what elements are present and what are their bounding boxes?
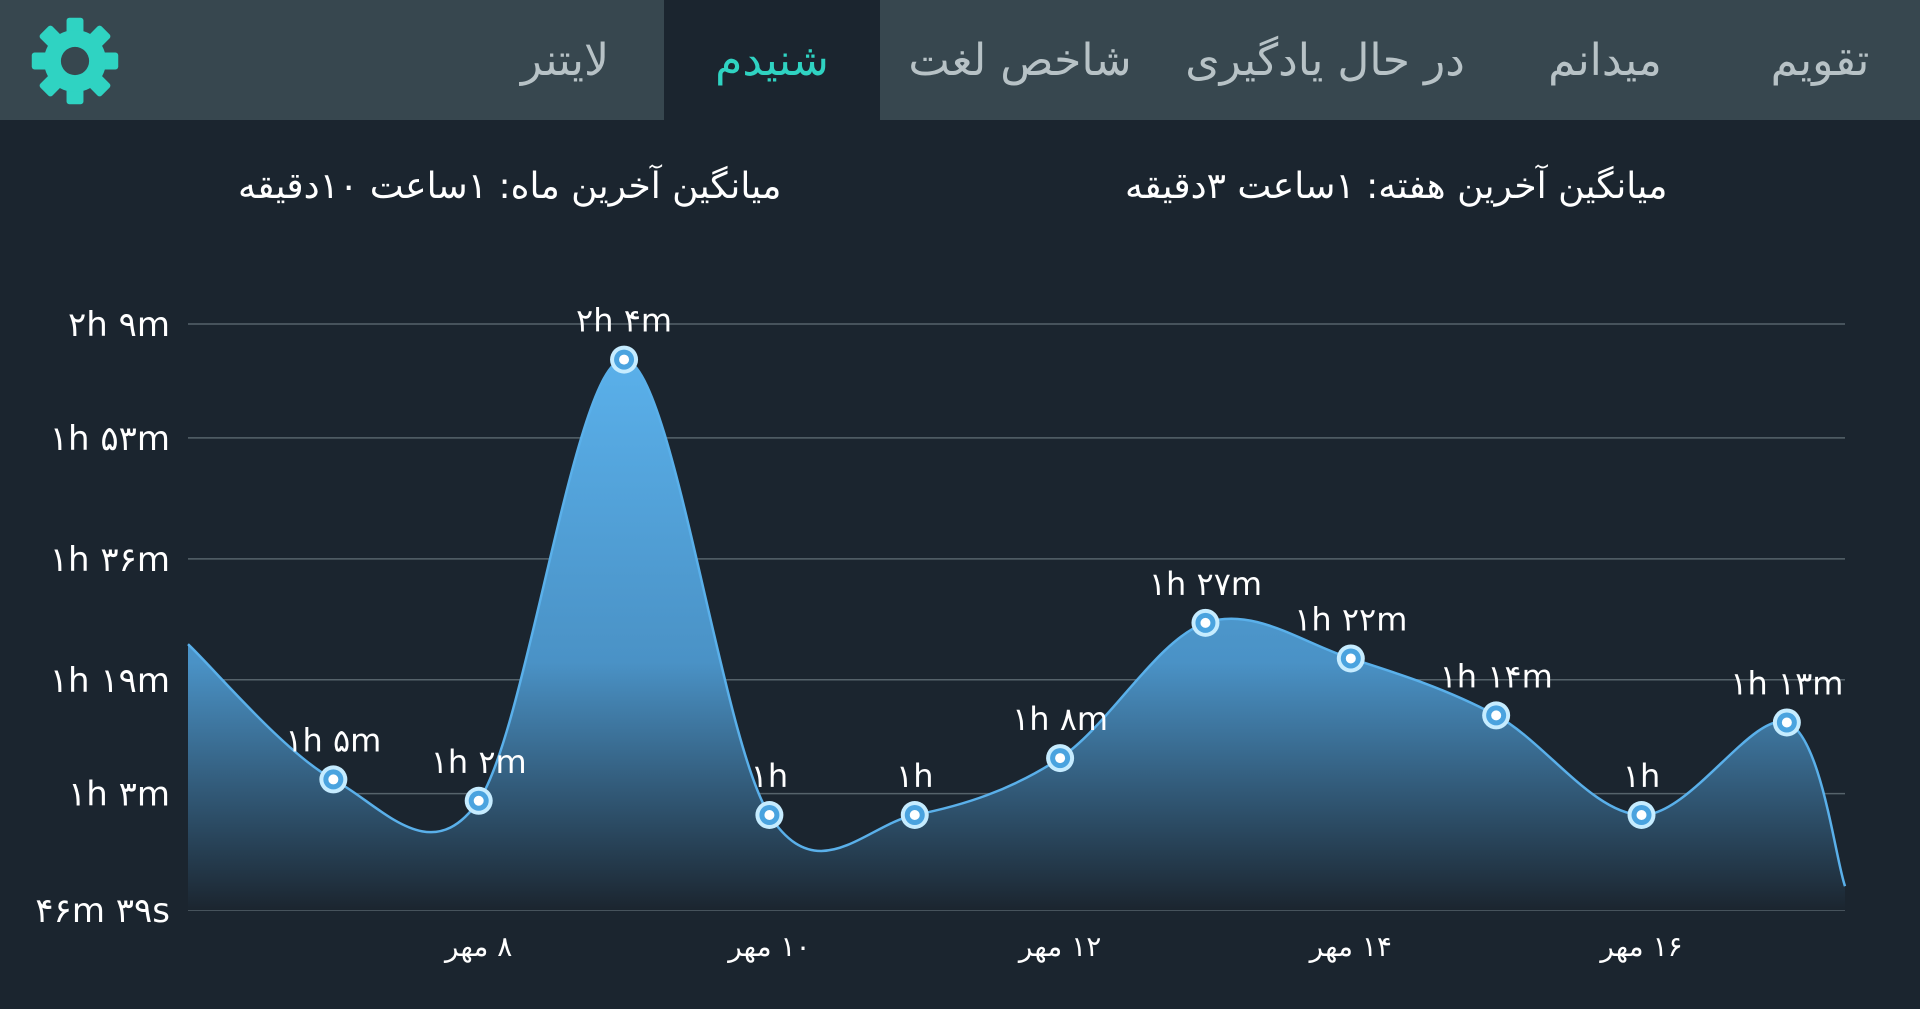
y-tick-label: ۱h ۱۹m <box>50 661 170 701</box>
area-fill <box>188 359 1845 911</box>
data-label: ۱h ۱۴m <box>1440 657 1553 695</box>
x-tick-label: ۱۰ مهر <box>726 930 810 963</box>
y-tick-label: ۲h ۹m <box>68 305 170 345</box>
data-point-center <box>1345 653 1356 664</box>
tab-word-index[interactable]: شاخص لغت <box>908 34 1132 86</box>
tab-calendar[interactable]: تقویم <box>1770 34 1870 86</box>
data-point-center <box>1491 710 1502 721</box>
data-point-center <box>473 795 484 806</box>
data-point-center <box>619 354 630 365</box>
x-tick-label: ۱۲ مهر <box>1017 930 1101 963</box>
data-label: ۱h <box>751 757 788 795</box>
x-tick-label: ۸ مهر <box>443 930 512 963</box>
y-tick-label: ۱h ۵۳m <box>50 419 170 459</box>
top-tab-bar: تقویم میدانم در حال یادگیری شاخص لغت شنی… <box>0 0 1920 120</box>
data-label: ۱h ۵m <box>285 721 381 759</box>
data-label: ۱h ۲m <box>431 743 527 781</box>
data-label: ۱h <box>896 757 933 795</box>
x-tick-label: ۱۴ مهر <box>1308 930 1392 963</box>
data-label: ۱h ۱۳m <box>1730 664 1843 702</box>
data-point-center <box>764 810 775 821</box>
data-point-center <box>328 774 339 785</box>
month-average-label: میانگین آخرین ماه: ۱ساعت ۱۰دقیقه <box>238 165 782 207</box>
data-label: ۱h ۲۲m <box>1294 600 1407 638</box>
y-tick-label: ۱h ۳۶m <box>50 540 170 580</box>
data-label: ۲h ۴m <box>576 302 672 340</box>
data-point-center <box>1200 617 1211 628</box>
data-point-center <box>909 810 920 821</box>
gear-icon[interactable] <box>28 14 122 108</box>
tab-leitner[interactable]: لایتنر <box>520 34 610 86</box>
tab-learning[interactable]: در حال یادگیری <box>1185 34 1465 86</box>
tab-i-know[interactable]: میدانم <box>1548 34 1662 86</box>
data-label: ۱h ۲۷m <box>1149 565 1262 603</box>
data-label: ۱h ۸m <box>1012 700 1108 738</box>
y-tick-label: ۴۶m ۳۹s <box>35 891 170 931</box>
y-tick-label: ۱h ۳m <box>68 775 170 815</box>
week-average-label: میانگین آخرین هفته: ۱ساعت ۳دقیقه <box>1125 165 1668 207</box>
data-label: ۱h <box>1623 757 1660 795</box>
data-point-center <box>1636 810 1647 821</box>
x-tick-label: ۱۶ مهر <box>1598 930 1682 963</box>
data-point-center <box>1055 753 1066 764</box>
tab-heard[interactable]: شنیدم <box>664 0 880 120</box>
data-point-center <box>1781 717 1792 728</box>
